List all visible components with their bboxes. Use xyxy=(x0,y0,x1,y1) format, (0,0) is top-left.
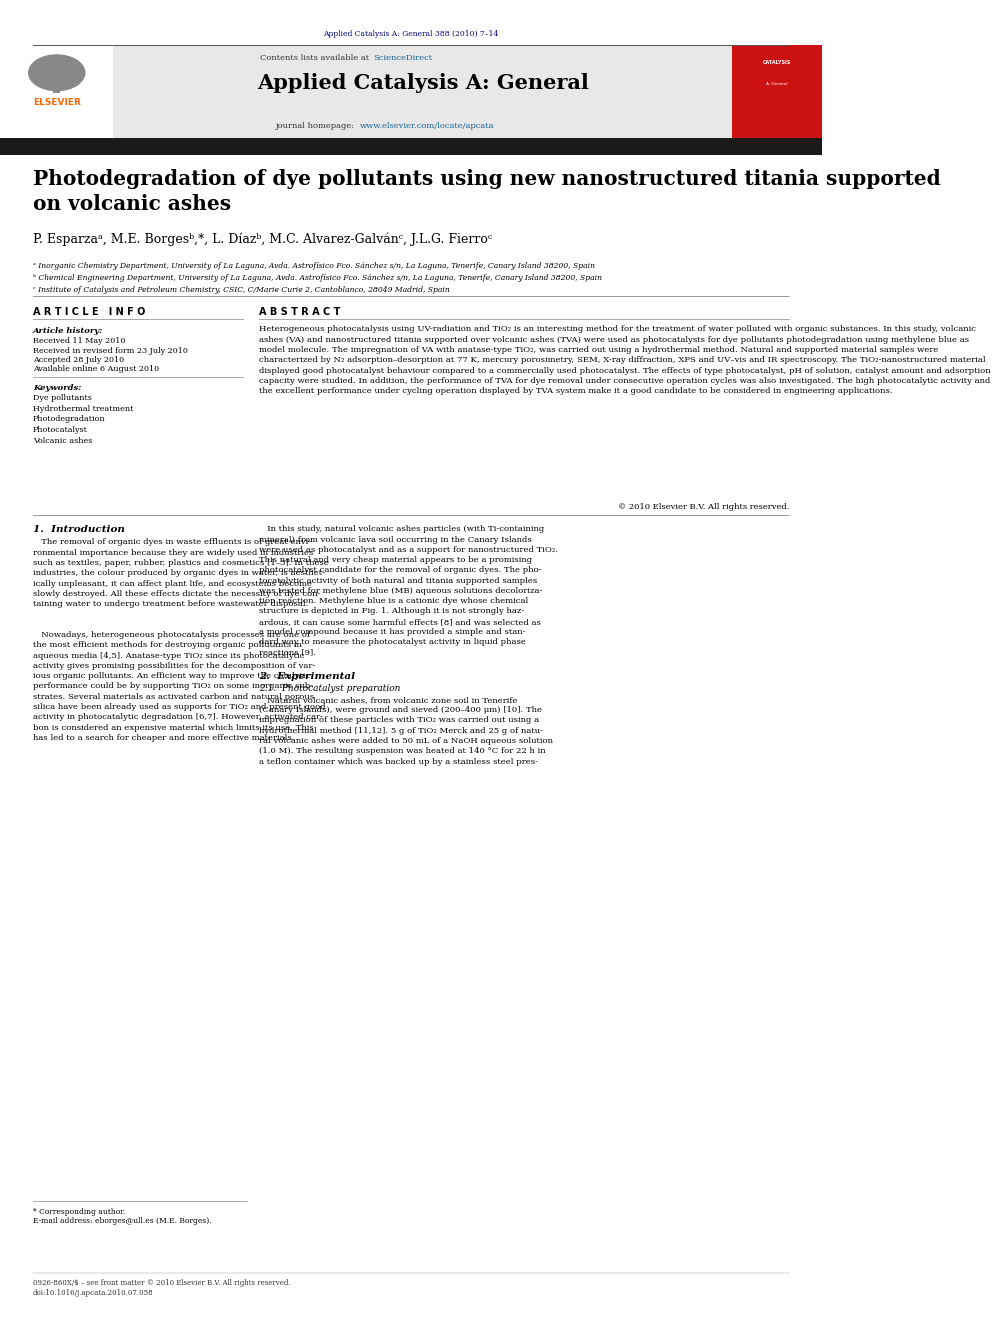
Bar xyxy=(113,45,732,138)
Text: © 2010 Elsevier B.V. All rights reserved.: © 2010 Elsevier B.V. All rights reserved… xyxy=(618,503,790,511)
Text: A B S T R A C T: A B S T R A C T xyxy=(259,307,340,318)
Bar xyxy=(732,45,822,138)
Text: Heterogeneous photocatalysis using UV-radiation and TiO₂ is an interesting metho: Heterogeneous photocatalysis using UV-ra… xyxy=(259,325,991,396)
Text: E-mail address: eborges@ull.es (M.E. Borges).: E-mail address: eborges@ull.es (M.E. Bor… xyxy=(33,1217,211,1225)
Text: 0926-860X/$ – see front matter © 2010 Elsevier B.V. All rights reserved.: 0926-860X/$ – see front matter © 2010 El… xyxy=(33,1279,291,1287)
Ellipse shape xyxy=(28,54,85,91)
Text: 2.1.  Photocatalyst preparation: 2.1. Photocatalyst preparation xyxy=(259,684,401,693)
Text: Volcanic ashes: Volcanic ashes xyxy=(33,437,92,445)
Text: Article history:: Article history: xyxy=(33,327,103,335)
Text: Applied Catalysis A: General 388 (2010) 7–14: Applied Catalysis A: General 388 (2010) … xyxy=(323,30,499,38)
Text: Nowadays, heterogeneous photocatalysis processes are one of
the most efficient m: Nowadays, heterogeneous photocatalysis p… xyxy=(33,631,325,742)
Text: Accepted 28 July 2010: Accepted 28 July 2010 xyxy=(33,356,124,364)
Text: * Corresponding author.: * Corresponding author. xyxy=(33,1208,125,1216)
Text: ᵃ Inorganic Chemistry Department, University of La Laguna, Avda. Astrofísico Fco: ᵃ Inorganic Chemistry Department, Univer… xyxy=(33,262,595,270)
Text: The removal of organic dyes in waste effluents is of great envi-
ronmental impor: The removal of organic dyes in waste eff… xyxy=(33,538,328,609)
Bar xyxy=(54,79,61,93)
Text: Contents lists available at: Contents lists available at xyxy=(260,54,372,62)
Text: Photodegradation of dye pollutants using new nanostructured titania supported
on: Photodegradation of dye pollutants using… xyxy=(33,169,940,214)
Text: Available online 6 August 2010: Available online 6 August 2010 xyxy=(33,365,159,373)
Text: Received 11 May 2010: Received 11 May 2010 xyxy=(33,337,125,345)
Text: P. Esparzaᵃ, M.E. Borgesᵇ,*, L. Díazᵇ, M.C. Alvarez-Galvánᶜ, J.L.G. Fierroᶜ: P. Esparzaᵃ, M.E. Borgesᵇ,*, L. Díazᵇ, M… xyxy=(33,233,492,246)
Text: 1.  Introduction: 1. Introduction xyxy=(33,525,125,534)
Text: Photodegradation: Photodegradation xyxy=(33,415,105,423)
Bar xyxy=(0,138,822,155)
Text: ᶜ Institute of Catalysis and Petroleum Chemistry, CSIC, C/Marie Curie 2, Cantobl: ᶜ Institute of Catalysis and Petroleum C… xyxy=(33,286,449,294)
Text: In this study, natural volcanic ashes particles (with Ti-containing
mineral) fro: In this study, natural volcanic ashes pa… xyxy=(259,525,558,656)
Text: CATALYSIS: CATALYSIS xyxy=(763,60,792,65)
Text: www.elsevier.com/locate/apcata: www.elsevier.com/locate/apcata xyxy=(360,122,495,130)
Text: ELSEVIER: ELSEVIER xyxy=(33,98,80,107)
Text: Applied Catalysis A: General: Applied Catalysis A: General xyxy=(257,73,588,93)
Text: doi:10.1016/j.apcata.2010.07.058: doi:10.1016/j.apcata.2010.07.058 xyxy=(33,1289,154,1297)
Text: Hydrothermal treatment: Hydrothermal treatment xyxy=(33,405,133,413)
Text: A: General: A: General xyxy=(766,82,788,86)
Text: Natural volcanic ashes, from volcanic zone soil in Tenerife
(Canary Islands), we: Natural volcanic ashes, from volcanic zo… xyxy=(259,696,553,766)
Text: Photocatalyst: Photocatalyst xyxy=(33,426,87,434)
Text: journal homepage:: journal homepage: xyxy=(276,122,358,130)
Bar xyxy=(0,45,113,138)
Text: Received in revised form 23 July 2010: Received in revised form 23 July 2010 xyxy=(33,347,187,355)
Text: Keywords:: Keywords: xyxy=(33,384,81,392)
Text: A R T I C L E   I N F O: A R T I C L E I N F O xyxy=(33,307,145,318)
Text: 2.  Experimental: 2. Experimental xyxy=(259,672,355,681)
Text: ScienceDirect: ScienceDirect xyxy=(373,54,433,62)
Text: Dye pollutants: Dye pollutants xyxy=(33,394,92,402)
Text: ᵇ Chemical Engineering Department, University of La Laguna, Avda. Astrofísico Fc: ᵇ Chemical Engineering Department, Unive… xyxy=(33,274,602,282)
